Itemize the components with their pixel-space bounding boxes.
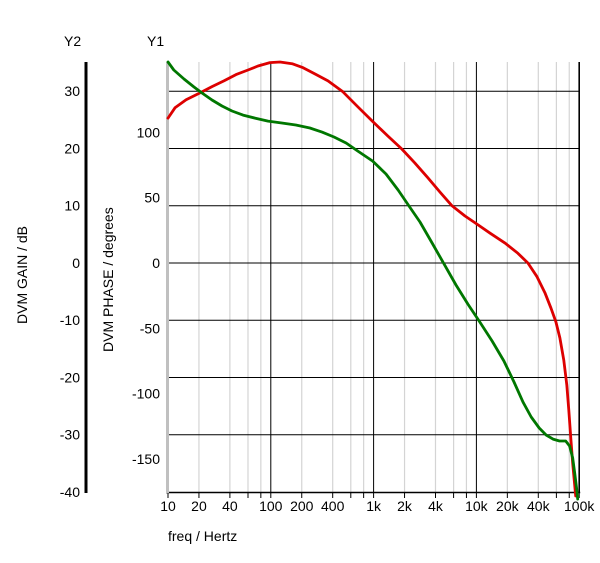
x-tick-label: 10 [160,498,176,514]
gain-tick-label: -10 [60,312,80,328]
gain-tick-label: -20 [60,369,80,385]
phase-tick-label: -50 [140,320,160,336]
phase-tick-label: -150 [132,451,160,467]
phase-tick-label: -100 [132,386,160,402]
phase-tick-label: 50 [144,190,160,206]
x-tick-label: 400 [321,498,345,514]
phase-tick-label: 0 [152,255,160,271]
phase-curve[interactable] [166,60,580,501]
y1-header-label: Y1 [147,33,165,49]
phase-tick-label: 100 [137,124,161,140]
x-tick-label: 1k [366,498,382,514]
x-tick-label: 20k [496,498,520,514]
x-tick-label: 40k [527,498,551,514]
gain-tick-label: 20 [64,140,80,156]
gain-tick-label: -40 [60,484,80,500]
x-tick-label: 10k [465,498,489,514]
x-tick-label: 4k [428,498,444,514]
gain-tick-label: -30 [60,427,80,443]
freq-axis-title: freq / Hertz [168,528,238,544]
y2-header-label: Y2 [64,33,82,49]
gain-tick-label: 30 [64,83,80,99]
gain-tick-label: 0 [72,255,80,271]
x-tick-label: 100k [564,498,595,514]
gain-tick-label: 10 [64,198,80,214]
x-tick-label: 2k [397,498,413,514]
x-tick-label: 200 [290,498,314,514]
x-tick-label: 20 [191,498,207,514]
x-tick-label: 40 [222,498,238,514]
x-tick-label: 100 [259,498,283,514]
gain-curve[interactable] [166,60,578,498]
